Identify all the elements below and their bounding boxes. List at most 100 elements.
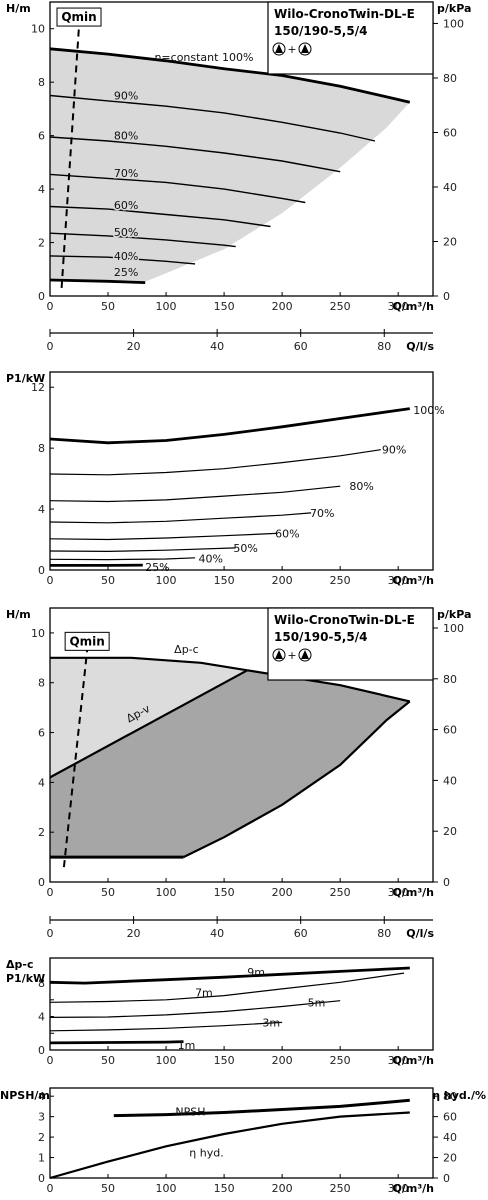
y-tick-label: 0 [38, 876, 45, 889]
x-tick-label: 250 [330, 1054, 351, 1067]
x-tick-label: 0 [47, 1054, 54, 1067]
y-tick-label: 8 [38, 442, 45, 455]
y-tick-label: 2 [38, 237, 45, 250]
y-tick-label: 8 [38, 76, 45, 89]
y2-axis-label: p/kPa [437, 608, 471, 621]
series-label: 50% [114, 226, 138, 239]
y2-tick-label: 0 [443, 876, 450, 889]
y2-tick-label: 80 [443, 72, 457, 85]
series-line-1 [49, 669, 248, 779]
series-line-0 [50, 656, 248, 672]
x-tick-label: 50 [101, 574, 115, 587]
chart-title: Wilo-CronoTwin-DL-E [274, 7, 415, 21]
series-label: NPSH [175, 1106, 205, 1119]
y2-tick-label: 0 [443, 1172, 450, 1185]
y2-tick-label: 40 [443, 181, 457, 194]
y2-tick-label: 60 [443, 1111, 457, 1124]
series-label: 3m [262, 1016, 280, 1029]
qmin-line [60, 25, 81, 289]
y-tick-label: 4 [38, 183, 45, 196]
dpv-region [50, 670, 410, 858]
y-tick-label: 4 [38, 1090, 45, 1103]
y2-tick-label: 0 [443, 290, 450, 303]
x-tick-label: 200 [272, 886, 293, 899]
series-label: 25% [114, 266, 138, 279]
y-tick-label: 0 [38, 1172, 45, 1185]
x-tick-label: 0 [47, 1182, 54, 1195]
x-tick-label: 100 [156, 1182, 177, 1195]
series-line-2 [49, 485, 341, 503]
y2-tick-label: 40 [443, 1131, 457, 1144]
qmin-box [56, 7, 102, 27]
series-label: 60% [114, 199, 138, 212]
x-tick-label: 250 [330, 1182, 351, 1195]
y2-tick-label: 20 [443, 1152, 457, 1165]
x-tick-label: 50 [101, 1054, 115, 1067]
dpc-label: Δp-c [174, 643, 199, 656]
y-tick-label: 12 [31, 381, 45, 394]
panel-1-frame [49, 1, 434, 297]
series-label: 70% [114, 167, 138, 180]
y-axis-label: H/m [6, 608, 31, 621]
y-tick-label: 4 [38, 503, 45, 516]
x2-tick-label: 0 [47, 927, 54, 940]
series-label: 40% [114, 250, 138, 263]
chart-title: Wilo-CronoTwin-DL-E [274, 613, 415, 627]
x-tick-label: 300 [388, 574, 409, 587]
series-label: 9m [247, 966, 265, 979]
y2-tick-label: 60 [443, 126, 457, 139]
series-line-1 [49, 449, 381, 476]
pump-triangle-icon [275, 650, 283, 659]
y-tick-label: 6 [38, 727, 45, 740]
y2-tick-label: 20 [443, 235, 457, 248]
y2-tick-label: 100 [443, 622, 464, 635]
x-tick-label: 50 [101, 886, 115, 899]
x-tick-label: 150 [214, 574, 235, 587]
series-line-4 [49, 205, 271, 228]
y-axis-label-line2: P1/kW [6, 972, 45, 985]
qmin-label: Qmin [61, 10, 96, 24]
series-label: 40% [199, 553, 223, 566]
x2-tick-label: 60 [294, 927, 308, 940]
x-tick-label: 100 [156, 300, 177, 313]
pump-triangle-icon [301, 650, 309, 659]
series-label: η hyd. [189, 1146, 223, 1159]
y2-axis-label: p/kPa [437, 2, 471, 15]
x-tick-label: 200 [272, 1182, 293, 1195]
series-label: 25% [145, 561, 169, 574]
x-tick-label: 50 [101, 1182, 115, 1195]
y-tick-label: 10 [31, 627, 45, 640]
y-tick-label: 3 [38, 1111, 45, 1124]
y2-tick-label: 80 [443, 1090, 457, 1103]
series-line-2 [49, 1000, 341, 1018]
y-tick-label: 6 [38, 130, 45, 143]
series-label: 7m [195, 986, 213, 999]
series-line-6 [49, 557, 196, 561]
x-tick-label: 200 [272, 300, 293, 313]
series-line-0 [49, 966, 410, 985]
y2-tick-label: 80 [443, 673, 457, 686]
dpc-region [50, 657, 248, 778]
x2-tick-label: 40 [210, 927, 224, 940]
y-axis-label: H/m [6, 2, 31, 15]
x-tick-label: 0 [47, 886, 54, 899]
qmin-box [64, 631, 110, 651]
series-label: 90% [114, 90, 138, 103]
x2-axis-label: Q/l/s [406, 927, 434, 940]
x2-tick-label: 0 [47, 340, 54, 353]
x-tick-label: 300 [388, 1182, 409, 1195]
x-tick-label: 250 [330, 300, 351, 313]
series-line-0 [49, 47, 411, 104]
series-label: 90% [382, 444, 406, 457]
y-tick-label: 1 [38, 1152, 45, 1165]
series-line-3 [49, 173, 306, 204]
series-label: n=constant 100% [154, 51, 253, 64]
qmin-label: Qmin [69, 634, 104, 648]
y2-axis-label: η hyd./% [432, 1089, 486, 1102]
series-label: 80% [114, 130, 138, 143]
series-line-1 [49, 94, 376, 142]
series-line-1 [49, 1111, 410, 1180]
title-box [267, 607, 434, 681]
y-tick-label: 4 [38, 776, 45, 789]
